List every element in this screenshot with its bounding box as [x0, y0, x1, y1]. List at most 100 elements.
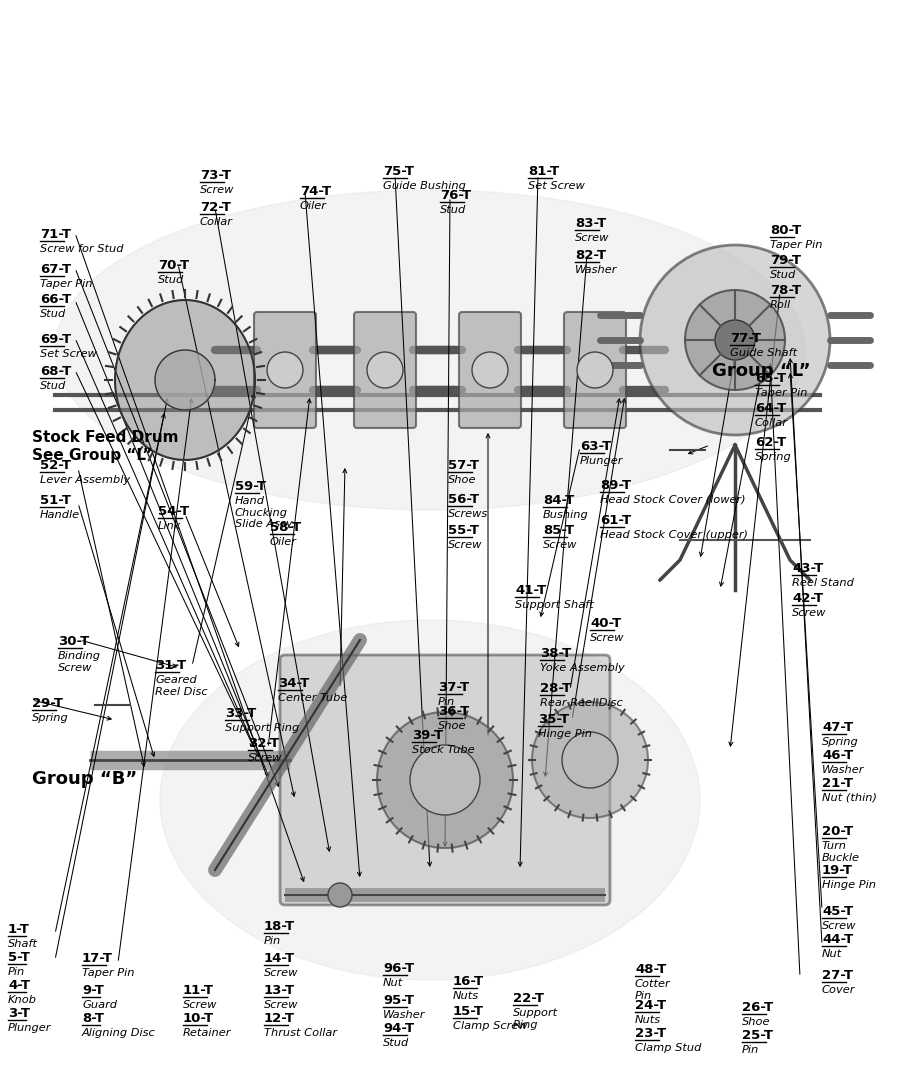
Text: 30-T: 30-T — [58, 635, 89, 648]
Text: 63-T: 63-T — [580, 441, 611, 454]
Text: 13-T: 13-T — [264, 984, 295, 997]
Text: 81-T: 81-T — [528, 165, 559, 178]
Text: 79-T: 79-T — [770, 254, 801, 267]
Ellipse shape — [55, 190, 805, 510]
Circle shape — [640, 245, 830, 435]
Text: 28-T: 28-T — [540, 682, 572, 695]
Text: 11-T: 11-T — [183, 984, 214, 997]
Text: Washer: Washer — [575, 265, 617, 275]
Text: 9-T: 9-T — [82, 984, 104, 997]
Text: Spring: Spring — [755, 452, 792, 462]
Text: Support
Ring: Support Ring — [513, 1008, 558, 1030]
Text: Clamp Stud: Clamp Stud — [635, 1043, 701, 1054]
Text: 1-T: 1-T — [8, 923, 30, 936]
Text: 21-T: 21-T — [822, 777, 853, 790]
Text: 59-T: 59-T — [235, 480, 266, 493]
Text: 80-T: 80-T — [770, 224, 801, 237]
Text: 19-T: 19-T — [822, 864, 853, 877]
Text: Stud: Stud — [158, 275, 184, 285]
Text: 15-T: 15-T — [453, 1005, 484, 1018]
Text: Pin: Pin — [438, 697, 455, 707]
Ellipse shape — [160, 620, 700, 980]
Text: Rear Reel Disc: Rear Reel Disc — [540, 698, 623, 709]
Text: 42-T: 42-T — [792, 592, 824, 605]
Circle shape — [715, 320, 755, 360]
Text: Nut (thin): Nut (thin) — [822, 793, 877, 803]
Text: 75-T: 75-T — [383, 165, 414, 178]
Text: Turn
Buckle: Turn Buckle — [822, 841, 860, 863]
Text: 35-T: 35-T — [538, 713, 569, 726]
Text: Screws: Screws — [448, 509, 488, 519]
Text: 58-T: 58-T — [270, 521, 302, 534]
Text: 33-T: 33-T — [225, 707, 256, 720]
Text: Screw: Screw — [200, 186, 234, 195]
Text: Group “L”: Group “L” — [712, 362, 811, 380]
Text: 74-T: 74-T — [300, 186, 331, 197]
Text: Stud: Stud — [770, 270, 796, 280]
Text: 71-T: 71-T — [40, 228, 71, 241]
Text: Shoe: Shoe — [742, 1017, 770, 1027]
Text: 20-T: 20-T — [822, 825, 853, 838]
Text: Taper Pin: Taper Pin — [770, 240, 823, 250]
Text: Pin: Pin — [8, 967, 25, 976]
Text: 24-T: 24-T — [635, 999, 666, 1012]
Text: Screw: Screw — [543, 540, 578, 550]
Text: 54-T: 54-T — [158, 505, 189, 518]
Text: 23-T: 23-T — [635, 1027, 666, 1041]
Circle shape — [562, 732, 618, 788]
Text: 5-T: 5-T — [8, 950, 30, 963]
Text: 8-T: 8-T — [82, 1012, 104, 1025]
Text: 65-T: 65-T — [755, 372, 786, 385]
Text: Oiler: Oiler — [270, 537, 297, 547]
Text: Support Shaft: Support Shaft — [515, 600, 594, 610]
Text: Center Tube: Center Tube — [278, 693, 347, 703]
Circle shape — [532, 702, 648, 818]
FancyBboxPatch shape — [280, 655, 610, 905]
Text: 66-T: 66-T — [40, 293, 71, 306]
Circle shape — [328, 883, 352, 907]
Text: 51-T: 51-T — [40, 494, 71, 507]
Text: 56-T: 56-T — [448, 493, 479, 506]
Text: 38-T: 38-T — [540, 647, 572, 660]
FancyBboxPatch shape — [459, 312, 521, 427]
Text: 76-T: 76-T — [440, 189, 471, 202]
Text: Bushing: Bushing — [543, 510, 589, 520]
Text: Cotter
Pin: Cotter Pin — [635, 979, 670, 1000]
Text: Nut: Nut — [383, 978, 403, 988]
Text: 77-T: 77-T — [730, 332, 761, 345]
Text: Screw: Screw — [822, 921, 857, 931]
Text: Geared
Reel Disc: Geared Reel Disc — [155, 675, 208, 697]
Text: 61-T: 61-T — [600, 514, 631, 527]
Text: 26-T: 26-T — [742, 1001, 773, 1014]
Text: Guide Bushing: Guide Bushing — [383, 181, 466, 191]
Text: Collar: Collar — [755, 418, 788, 427]
Text: Stud: Stud — [40, 381, 67, 391]
Text: 36-T: 36-T — [438, 705, 469, 718]
Text: 41-T: 41-T — [515, 584, 546, 597]
Text: 73-T: 73-T — [200, 169, 231, 182]
Text: 89-T: 89-T — [600, 478, 631, 492]
Text: Stock Tube: Stock Tube — [412, 745, 474, 755]
Text: Nut: Nut — [822, 949, 842, 959]
Text: Handle: Handle — [40, 510, 80, 520]
Text: 95-T: 95-T — [383, 994, 414, 1007]
Text: 46-T: 46-T — [822, 749, 853, 762]
Text: Hinge Pin: Hinge Pin — [822, 880, 876, 890]
Text: Washer: Washer — [383, 1010, 426, 1020]
Text: 44-T: 44-T — [822, 933, 853, 946]
Text: 48-T: 48-T — [635, 963, 666, 976]
Text: 85-T: 85-T — [543, 524, 574, 537]
Text: Head Stock Cover (upper): Head Stock Cover (upper) — [600, 529, 748, 540]
Text: Set Screw: Set Screw — [528, 181, 585, 191]
Text: 83-T: 83-T — [575, 217, 607, 230]
Text: 69-T: 69-T — [40, 333, 71, 346]
Text: 52-T: 52-T — [40, 459, 71, 472]
Circle shape — [410, 745, 480, 815]
Text: 67-T: 67-T — [40, 263, 71, 276]
Circle shape — [577, 352, 613, 388]
Text: Plunger: Plunger — [8, 1023, 51, 1033]
Text: 45-T: 45-T — [822, 905, 853, 918]
Text: Yoke Assembly: Yoke Assembly — [540, 663, 625, 673]
Text: Spring: Spring — [32, 713, 68, 723]
Text: Stud: Stud — [383, 1038, 410, 1048]
